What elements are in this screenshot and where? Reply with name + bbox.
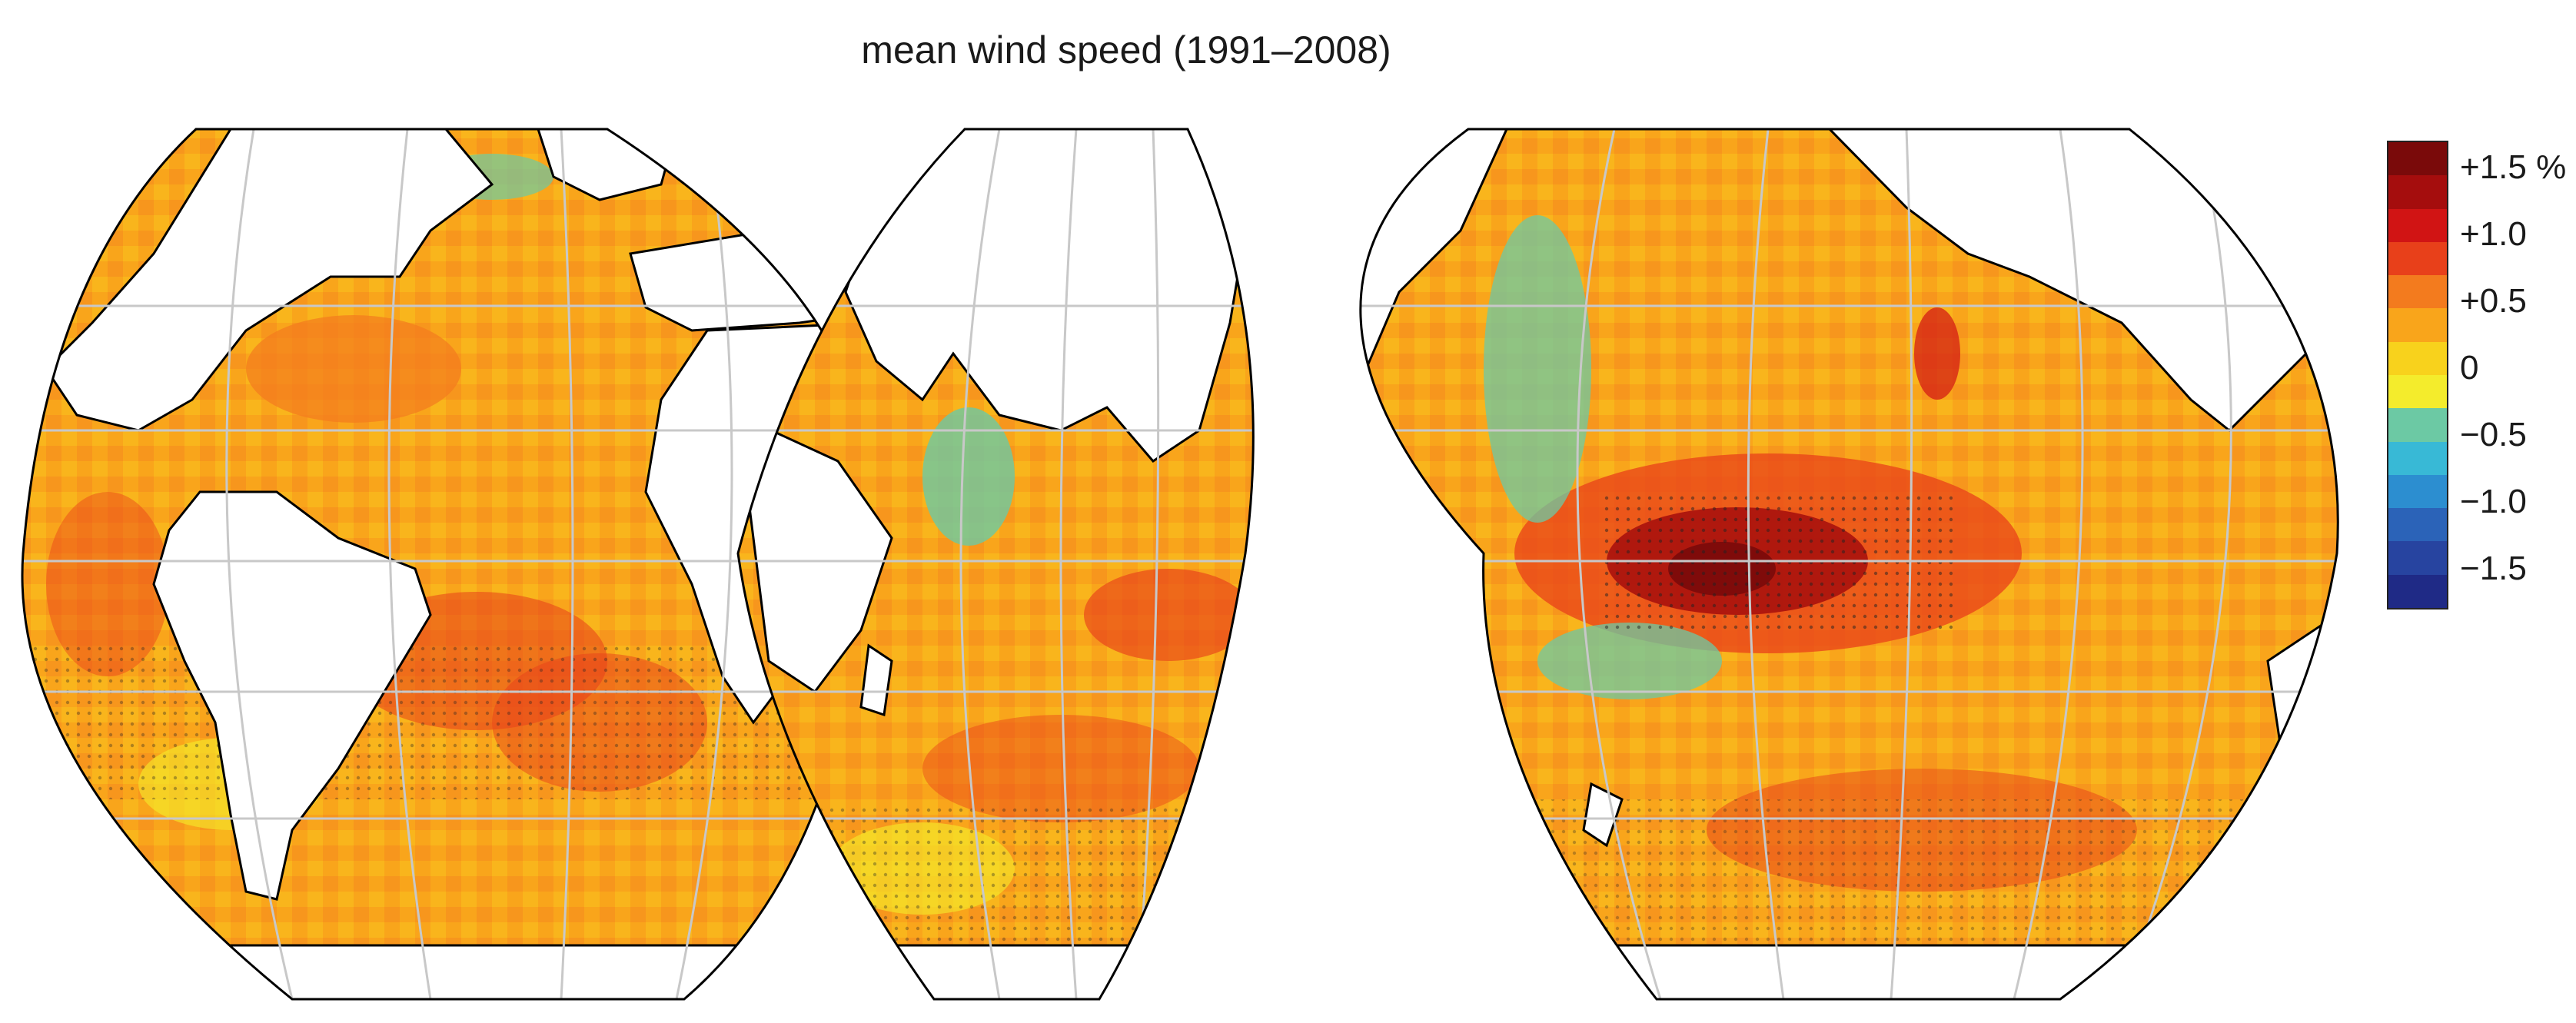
colorbar-segment: [2388, 275, 2447, 309]
lobe-atlantic: [22, 129, 873, 999]
colorbar-label-minus-1-5: −1.5: [2460, 550, 2527, 587]
colorbar-segment: [2388, 175, 2447, 210]
colorbar: [2387, 141, 2448, 609]
colorbar-segment: [2388, 375, 2447, 409]
colorbar-segment: [2388, 508, 2447, 542]
colorbar-segment: [2388, 441, 2447, 476]
map-title: mean wind speed (1991–2008): [861, 28, 1391, 71]
colorbar-segment: [2388, 241, 2447, 276]
colorbar-label-minus-0-5: −0.5: [2460, 416, 2527, 453]
colorbar-segment: [2388, 142, 2447, 176]
colorbar-segment: [2388, 208, 2447, 243]
colorbar-label-minus-1-0: −1.0: [2460, 483, 2527, 520]
colorbar-label-plus-1-5: +1.5 %: [2460, 148, 2567, 186]
colorbar-segment: [2388, 408, 2447, 443]
colorbar-label-plus-1-0: +1.0: [2460, 215, 2527, 253]
colorbar-segment: [2388, 474, 2447, 509]
colorbar-segment: [2388, 308, 2447, 343]
colorbar-segment: [2388, 341, 2447, 376]
colorbar-segment: [2388, 541, 2447, 576]
colorbar-label-plus-0-5: +0.5: [2460, 282, 2527, 320]
lobe-indian: [738, 129, 1254, 999]
colorbar-label-zero: 0: [2460, 349, 2479, 387]
colorbar-segment: [2388, 574, 2447, 609]
